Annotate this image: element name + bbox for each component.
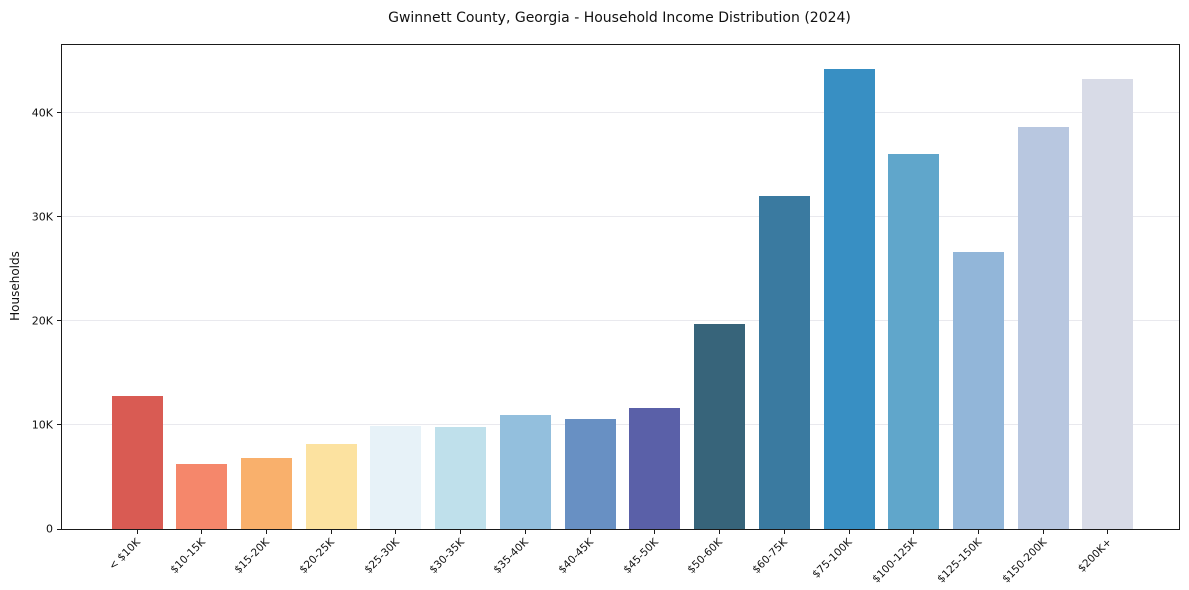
bar-< $10K	[111, 395, 163, 529]
x-tick-label: $40-45K	[556, 536, 596, 576]
x-tick-label: $50-60K	[685, 536, 726, 576]
bar-$100-125K	[888, 154, 940, 529]
bar-$125-150K	[952, 252, 1004, 529]
x-tick-mark	[460, 529, 462, 534]
y-tick-label: 40K	[31, 106, 53, 120]
x-tick-mark	[913, 529, 915, 534]
bar-$35-40K	[499, 414, 551, 529]
x-tick-mark	[395, 529, 397, 534]
gridline	[62, 112, 1179, 114]
y-tick-mark	[57, 320, 62, 322]
bar-$200K+	[1082, 79, 1134, 529]
x-tick-label: < $10K	[106, 536, 143, 573]
bar-$40-45K	[564, 418, 616, 529]
x-tick-label: $10-15K	[167, 536, 208, 576]
gridline	[62, 216, 1179, 218]
bar-$25-30K	[370, 425, 422, 529]
x-tick-mark	[654, 529, 656, 534]
x-tick-label: $200K+	[1075, 536, 1114, 575]
y-tick-mark	[57, 424, 62, 426]
bar-$60-75K	[758, 195, 810, 529]
x-tick-label: $125-150K	[935, 536, 985, 586]
x-tick-mark	[1042, 529, 1044, 534]
x-tick-label: $15-20K	[232, 536, 273, 576]
x-tick-mark	[848, 529, 850, 534]
bar-$50-60K	[694, 323, 746, 529]
x-tick-mark	[977, 529, 979, 534]
x-tick-label: $60-75K	[750, 536, 791, 576]
x-tick-mark	[330, 529, 332, 534]
y-tick-mark	[57, 112, 62, 114]
bar-$150-200K	[1017, 127, 1069, 529]
x-tick-label: $150-200K	[999, 536, 1049, 586]
x-tick-mark	[524, 529, 526, 534]
y-tick-label: 20K	[31, 314, 53, 328]
y-tick-label: 0	[46, 522, 53, 536]
gridline	[62, 320, 1179, 322]
x-tick-mark	[783, 529, 785, 534]
chart-title: Gwinnett County, Georgia - Household Inc…	[388, 10, 851, 26]
x-tick-mark	[136, 529, 138, 534]
x-tick-mark	[201, 529, 203, 534]
y-tick-mark	[57, 528, 62, 530]
x-tick-mark	[719, 529, 721, 534]
x-tick-label: $35-40K	[491, 536, 532, 576]
x-tick-mark	[589, 529, 591, 534]
plot-area: 0 10K 20K 30K 40K < $10K $10-15K $15-20K $20-25…	[32, 44, 1180, 585]
bar-$45-50K	[629, 408, 681, 529]
y-tick-mark	[57, 216, 62, 218]
bar-$15-20K	[240, 458, 292, 529]
y-tick-label: 10K	[31, 418, 53, 432]
x-tick-label: $45-50K	[620, 536, 661, 576]
bar-$10-15K	[176, 464, 228, 529]
x-tick-label: $75-100K	[810, 536, 855, 581]
x-tick-label: $100-125K	[870, 536, 920, 586]
bar-$20-25K	[305, 443, 357, 529]
x-tick-label: $25-30K	[362, 536, 402, 576]
x-tick-mark	[265, 529, 267, 534]
x-tick-mark	[1107, 529, 1109, 534]
x-tick-label: $20-25K	[297, 536, 337, 576]
y-tick-label: 30K	[31, 210, 53, 224]
bar-$75-100K	[823, 68, 875, 529]
y-axis-label: Households	[8, 251, 22, 321]
x-tick-label: $30-35K	[426, 536, 467, 576]
bar-$30-35K	[435, 427, 487, 529]
gridline	[62, 424, 1179, 426]
